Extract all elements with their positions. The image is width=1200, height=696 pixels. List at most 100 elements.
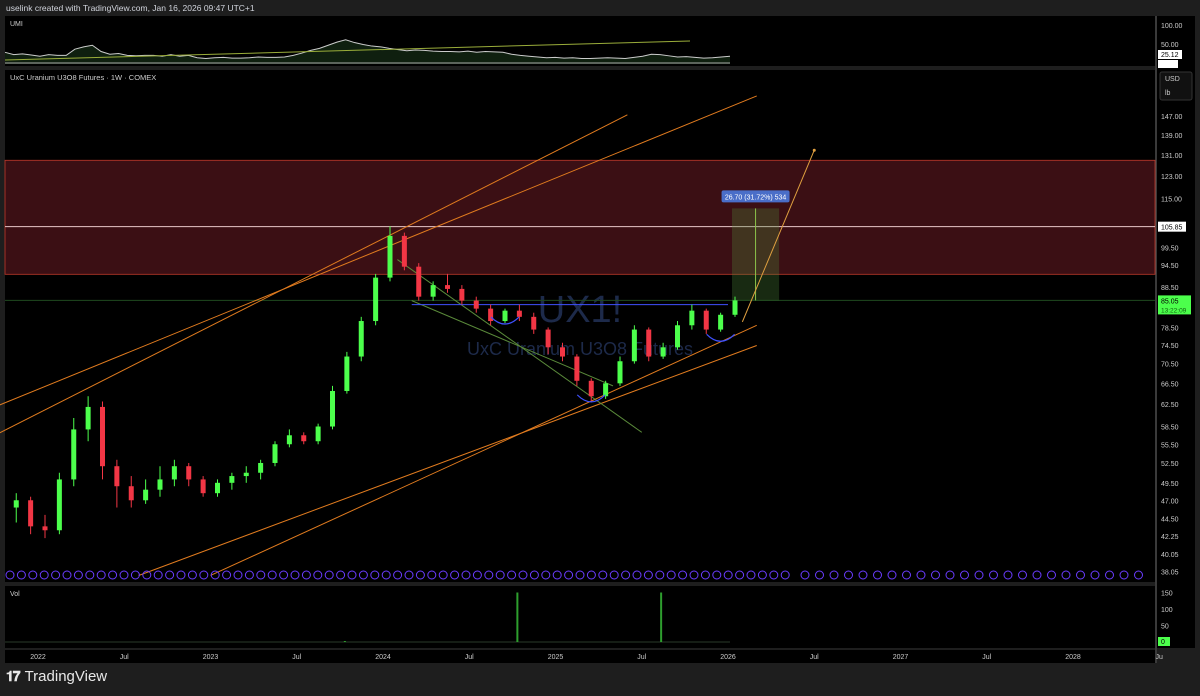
ascending-channel-line xyxy=(0,95,757,406)
unit-label: lb xyxy=(1165,90,1171,97)
event-marker-icon xyxy=(62,570,72,580)
watermark-symbol: UX1! xyxy=(538,289,622,331)
event-marker-icon xyxy=(187,570,197,580)
candle-body xyxy=(186,466,192,480)
candle-body xyxy=(646,329,652,357)
ascending-channel-line xyxy=(210,324,757,576)
event-marker-icon xyxy=(1090,570,1100,580)
event-marker-icon xyxy=(153,570,163,580)
candle-body xyxy=(531,316,537,330)
event-marker-icon xyxy=(324,570,334,580)
event-marker-icon xyxy=(643,570,653,580)
candle-body xyxy=(243,472,249,477)
time-tick: 2023 xyxy=(203,654,219,661)
candle-body xyxy=(689,310,695,326)
price-tick: 123.00 xyxy=(1161,174,1183,181)
candle-body xyxy=(358,321,364,357)
candle-body xyxy=(272,444,278,463)
candle-body xyxy=(286,435,292,445)
event-marker-icon xyxy=(974,570,984,580)
umi-trendline xyxy=(4,40,691,61)
candle-body xyxy=(258,462,264,473)
candle-body xyxy=(560,347,565,357)
price-tick: 70.50 xyxy=(1161,362,1179,369)
candle-body xyxy=(200,479,206,494)
candle-body xyxy=(114,466,120,487)
event-marker-icon xyxy=(370,570,380,580)
event-marker-icon xyxy=(222,570,232,580)
volume-bar xyxy=(516,592,519,642)
arrow-head-icon xyxy=(812,148,816,152)
candle-body xyxy=(28,500,34,527)
event-marker-icon xyxy=(393,570,403,580)
candle-body xyxy=(718,314,724,330)
tradingview-logo-icon: 𝟏𝟕 xyxy=(6,668,21,684)
event-marker-icon xyxy=(1047,570,1056,580)
time-tick: Jul xyxy=(120,654,129,661)
candle-body xyxy=(473,300,479,309)
event-marker-icon xyxy=(552,570,562,580)
price-tick: 40.05 xyxy=(1161,552,1179,559)
price-tick: 94.50 xyxy=(1161,263,1179,270)
event-marker-icon xyxy=(313,570,323,580)
event-marker-icon xyxy=(130,570,140,580)
candle-body xyxy=(301,435,307,442)
event-marker-icon xyxy=(655,570,665,580)
event-marker-icon xyxy=(176,570,186,580)
price-tick: 55.50 xyxy=(1161,442,1179,449)
candle-body xyxy=(100,406,105,467)
price-tick: 52.50 xyxy=(1161,461,1179,468)
time-tick: 2026 xyxy=(720,654,736,661)
event-marker-icon xyxy=(1018,570,1027,580)
candle-body xyxy=(143,489,149,501)
event-marker-icon xyxy=(800,570,810,580)
price-axis xyxy=(1157,16,1195,648)
candle-body xyxy=(660,347,666,357)
event-marker-icon xyxy=(746,570,756,580)
time-tick: 2025 xyxy=(548,654,564,661)
event-marker-icon xyxy=(450,570,460,580)
price-tick: 74.50 xyxy=(1161,343,1179,350)
chart-attribution: uselink created with TradingView.com, Ja… xyxy=(6,3,255,13)
candle-body xyxy=(445,285,450,289)
time-tick: 2022 xyxy=(30,654,46,661)
umi-value-label: 25.12 xyxy=(1161,52,1179,59)
event-marker-icon xyxy=(51,570,61,580)
measure-label-bg xyxy=(721,190,790,203)
time-tick: Jul xyxy=(982,654,991,661)
event-marker-icon xyxy=(472,570,482,580)
candle-body xyxy=(13,500,19,508)
event-marker-icon xyxy=(484,570,494,580)
candle-body xyxy=(430,285,436,297)
candle-body xyxy=(631,329,637,362)
candle-body xyxy=(229,476,235,483)
unit-selector[interactable] xyxy=(1159,71,1193,101)
candle-body xyxy=(85,406,91,430)
umi-line xyxy=(4,39,731,60)
candle-body xyxy=(56,479,62,531)
cup-arc xyxy=(576,394,606,403)
volume-title: Vol xyxy=(10,591,20,598)
event-marker-icon xyxy=(829,570,839,580)
event-marker-icon xyxy=(256,570,266,580)
event-marker-icon xyxy=(347,570,357,580)
candle-body xyxy=(703,310,709,330)
event-marker-icon xyxy=(945,570,955,580)
cup-arc xyxy=(490,316,520,325)
currency-label: USD xyxy=(1165,76,1180,83)
countdown-label: 13:22:09 xyxy=(1161,307,1187,314)
event-marker-icon xyxy=(461,570,471,580)
event-marker-icon xyxy=(960,570,969,580)
event-marker-icon xyxy=(279,570,289,580)
candle-body xyxy=(416,266,422,297)
candle-body xyxy=(315,426,321,442)
volume-bar xyxy=(343,641,346,642)
umi-tick: 50.00 xyxy=(1161,42,1179,49)
price-tick: 139.00 xyxy=(1161,133,1183,140)
time-tick: Jul xyxy=(810,654,819,661)
event-marker-icon xyxy=(609,570,619,580)
event-marker-icon xyxy=(507,570,517,580)
price-tick: 49.50 xyxy=(1161,481,1179,488)
event-marker-icon xyxy=(28,570,38,580)
